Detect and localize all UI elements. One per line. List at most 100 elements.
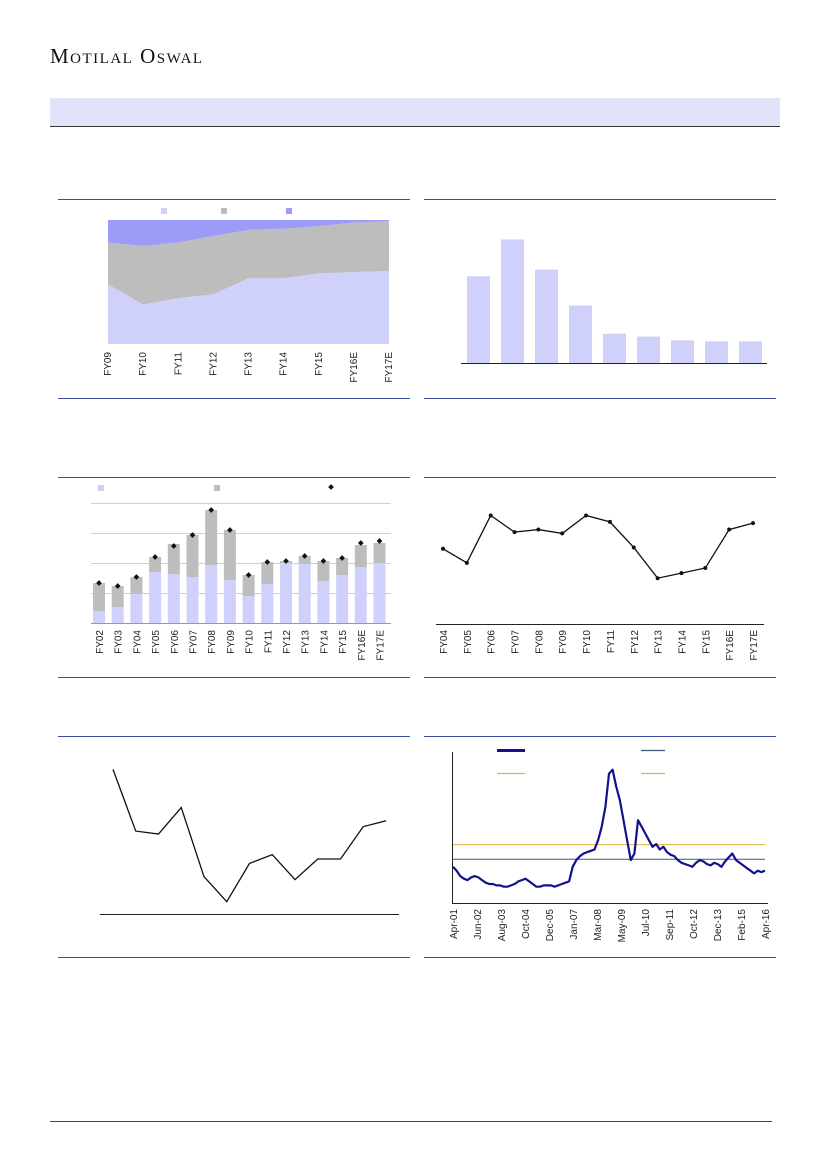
- x-tick-label: FY12: [208, 352, 219, 376]
- legend-swatch-2: [286, 208, 292, 214]
- bar-segment-bottom: [280, 563, 292, 623]
- marker-point: [376, 538, 383, 544]
- marker-point: [152, 554, 158, 560]
- x-tick-label: Oct-12: [689, 909, 700, 939]
- x-tick-label: FY07: [511, 630, 522, 654]
- x-tick-label: FY14: [279, 352, 290, 376]
- panel-rule: [58, 736, 410, 737]
- line-point: [512, 530, 517, 535]
- bar-segment-bottom: [149, 572, 162, 623]
- bar: [739, 341, 762, 363]
- bar-segment-bottom: [298, 564, 311, 623]
- line-point: [464, 560, 469, 565]
- x-tick-label: Jul-10: [641, 909, 652, 937]
- x-tick-label: FY15: [701, 630, 712, 654]
- bar-segment-top: [336, 558, 349, 575]
- bar-segment-top: [167, 544, 180, 574]
- bar-segment-bottom: [186, 577, 199, 623]
- bar: [637, 336, 660, 363]
- x-tick-label: FY08: [534, 630, 545, 654]
- x-tick-label: FY13: [301, 630, 312, 654]
- share-area-chart: FY09 FY10 FY11 FY12 FY13 FY14 FY15 FY16E FY17E: [103, 208, 395, 383]
- bar-segment-bottom: [167, 574, 180, 623]
- legend-swatch-0: [98, 485, 104, 491]
- x-tick-label: FY11: [606, 630, 617, 654]
- x-tick-label: FY05: [463, 630, 474, 654]
- fy04-line-chart: FY04 FY05 FY06 FY07 FY08 FY09 FY10 FY11 FY12 FY13…: [436, 513, 764, 661]
- x-tick-label: Apr-16: [761, 909, 772, 939]
- bar-segment-top: [373, 543, 386, 563]
- legend-swatch-0: [161, 208, 167, 214]
- x-tick-label: FY16E: [725, 630, 736, 661]
- bar-segment-bottom: [223, 580, 236, 623]
- area-series-1: [108, 221, 389, 305]
- bar: [569, 305, 592, 363]
- x-tick-label: Feb-15: [737, 909, 748, 941]
- marker-point: [339, 555, 345, 561]
- marker-point: [245, 572, 252, 578]
- section-header-band: [50, 98, 780, 127]
- x-tick-label: FY03: [114, 630, 125, 654]
- series-line: [452, 768, 766, 888]
- x-tick-label: Apr-01: [449, 909, 460, 939]
- x-tick-label: FY11: [263, 630, 274, 654]
- bar-segment-bottom: [205, 565, 218, 623]
- panel-rule: [424, 398, 776, 399]
- marker-point: [227, 527, 233, 533]
- plain-line-chart: [100, 769, 399, 915]
- bar-segment-bottom: [261, 584, 274, 623]
- panel-rule: [58, 398, 410, 399]
- x-tick-label: FY09: [558, 630, 569, 654]
- panel-rule: [58, 199, 410, 200]
- x-tick-label: FY15: [338, 630, 349, 654]
- x-tick-label: FY10: [138, 352, 149, 376]
- x-tick-label: FY08: [207, 630, 218, 654]
- bar: [501, 239, 524, 363]
- marker-point: [320, 558, 327, 564]
- x-tick-label: FY02: [95, 630, 106, 654]
- line-point: [584, 513, 589, 518]
- marker-point: [301, 553, 308, 559]
- bar: [467, 276, 490, 363]
- bar-segment-bottom: [317, 581, 330, 623]
- x-tick-label: FY06: [170, 630, 181, 654]
- series-line: [442, 514, 754, 579]
- x-tick-label: FY11: [173, 352, 184, 376]
- line-point: [679, 571, 684, 576]
- bar: [535, 269, 558, 363]
- x-tick-label: FY17E: [749, 630, 760, 661]
- bar-segment-top: [242, 575, 255, 596]
- x-tick-label: FY13: [244, 352, 255, 376]
- bar-segment-bottom: [93, 611, 105, 623]
- bar-segment-top: [261, 562, 274, 584]
- x-tick-label: FY14: [677, 630, 688, 654]
- long-run-line-chart: Apr-01 Jun-02 Aug-03 Oct-04 Dec-05 Jan-07 Mar-…: [449, 749, 772, 942]
- bar-segment-bottom: [336, 575, 349, 623]
- marker-point: [170, 543, 177, 549]
- bar-segment-bottom: [242, 596, 255, 623]
- line-point: [631, 545, 636, 550]
- x-tick-label: FY07: [189, 630, 200, 654]
- bar-segment-bottom: [354, 567, 367, 623]
- bar-segment-top: [130, 577, 143, 594]
- x-tick-label: FY04: [439, 630, 450, 654]
- bar-segment-top: [317, 561, 330, 581]
- bar-segment-top: [223, 530, 236, 580]
- line-point: [607, 519, 612, 524]
- line-point: [488, 513, 493, 518]
- line-point: [560, 531, 565, 536]
- panel-rule: [58, 957, 410, 958]
- panel-rule: [424, 199, 776, 200]
- bar-segment-top: [111, 586, 124, 607]
- x-tick-label: FY14: [319, 630, 330, 654]
- x-tick-label: Aug-03: [497, 909, 508, 942]
- x-tick-label: FY16E: [357, 630, 368, 661]
- x-tick-label: FY10: [245, 630, 256, 654]
- area-series-0: [108, 270, 389, 344]
- x-tick-label: Jun-02: [473, 909, 484, 940]
- x-tick-label: Dec-13: [713, 909, 724, 942]
- bar: [603, 333, 626, 363]
- panel-rule: [424, 736, 776, 737]
- x-tick-label: Oct-04: [521, 909, 532, 939]
- x-tick-label: FY16E: [349, 352, 360, 383]
